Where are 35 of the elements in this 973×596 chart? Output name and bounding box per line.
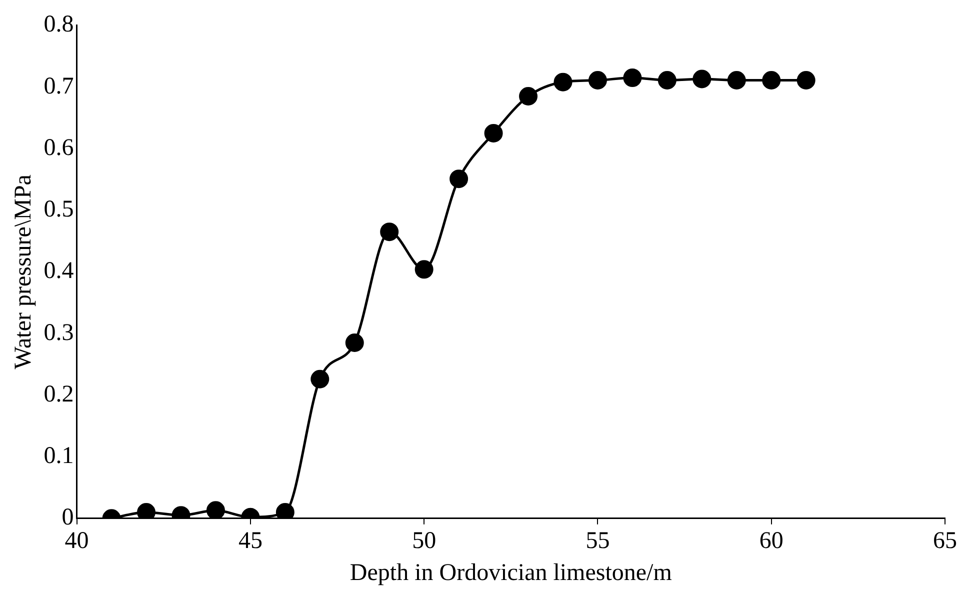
y-tick-label: 0	[62, 504, 74, 531]
x-tick-label: 45	[238, 528, 262, 554]
point	[588, 70, 607, 90]
point	[380, 222, 399, 242]
point	[206, 501, 225, 518]
point	[137, 502, 156, 518]
point	[345, 334, 364, 352]
point	[519, 87, 538, 106]
y-tick-label: 0.7	[44, 73, 74, 100]
x-axis-title: Depth in Ordovician limestone/m	[350, 560, 672, 586]
x-tick-label: 55	[586, 528, 610, 554]
y-tick-label: 0.4	[44, 258, 74, 284]
point	[762, 70, 781, 90]
y-tick-label: 0.2	[44, 381, 74, 408]
x-tick-label: 40	[64, 528, 89, 554]
y-tick-label: 0.5	[44, 196, 74, 223]
x-tick-label: 65	[933, 528, 957, 554]
point	[414, 260, 434, 279]
point	[623, 68, 642, 88]
point	[554, 72, 572, 92]
point	[450, 170, 468, 188]
point	[310, 370, 330, 388]
y-tick-label: 0.3	[44, 320, 74, 346]
y-tick-label: 0.1	[44, 443, 74, 470]
x-tick-label: 50	[412, 528, 436, 554]
point	[484, 124, 503, 142]
point	[727, 70, 746, 90]
point	[658, 70, 676, 90]
y-axis-title: Water pressure\MPa	[10, 174, 37, 370]
point	[276, 502, 294, 518]
y-tick-label: 0.8	[44, 12, 74, 38]
point	[692, 70, 712, 88]
x-tick-label: 60	[759, 528, 784, 554]
point	[796, 70, 816, 90]
y-tick-label: 0.6	[44, 134, 74, 161]
